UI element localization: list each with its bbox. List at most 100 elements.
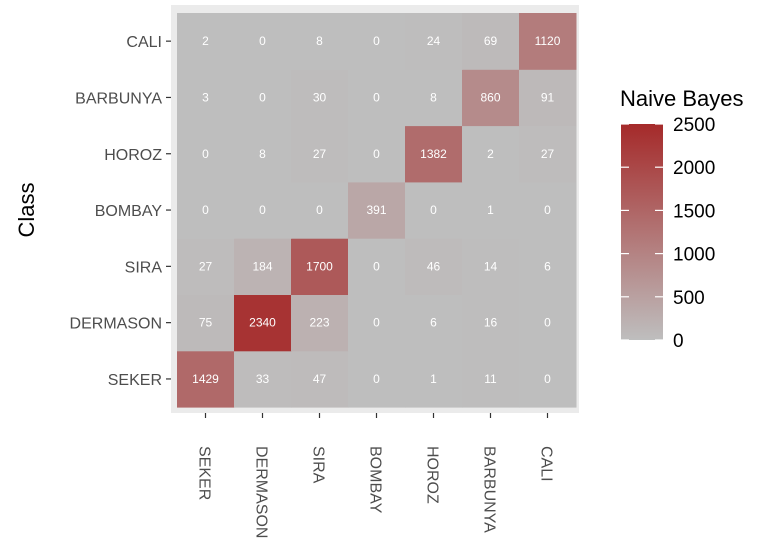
- cell-value-label: 0: [544, 372, 551, 386]
- cell-value-label: 6: [430, 316, 437, 330]
- cell-value-label: 33: [256, 372, 270, 386]
- cell-value-label: 0: [259, 34, 266, 48]
- cell-value-label: 2340: [249, 316, 276, 330]
- heatmap-cell: [234, 294, 292, 352]
- cell-value-label: 0: [373, 90, 380, 104]
- heatmap-cell: [348, 294, 406, 352]
- legend-tick-label: 0: [673, 331, 684, 352]
- heatmap-cell: [519, 294, 577, 352]
- x-tick-label: HOROZ: [424, 446, 441, 504]
- x-tick-label: DERMASON: [253, 446, 270, 538]
- y-tick-label: DERMASON: [70, 316, 162, 333]
- cell-value-label: 0: [259, 203, 266, 217]
- cell-value-label: 14: [484, 259, 498, 273]
- cell-value-label: 1: [430, 372, 437, 386]
- cell-value-label: 75: [199, 316, 213, 330]
- x-tick-label: SEKER: [196, 446, 213, 500]
- cell-value-label: 1700: [306, 259, 333, 273]
- legend-tick-label: 1000: [673, 245, 715, 266]
- heatmap-cell: [348, 181, 406, 239]
- y-tick-label: BARBUNYA: [75, 90, 162, 107]
- cell-value-label: 8: [259, 147, 266, 161]
- heatmap-cell: [462, 69, 520, 127]
- cell-value-label: 1382: [420, 147, 447, 161]
- heatmap-cell: [405, 238, 463, 295]
- cell-value-label: 860: [480, 90, 500, 104]
- cell-value-label: 27: [541, 147, 555, 161]
- cell-value-label: 11: [484, 372, 497, 386]
- x-axis: SEKER DERMASON SIRA BOMBAY HOROZ BARBUNYA CALI: [196, 413, 555, 538]
- cell-value-label: 8: [430, 90, 437, 104]
- heatmap-cell: [177, 350, 235, 408]
- cell-value-label: 0: [373, 147, 380, 161]
- cell-value-label: 0: [373, 259, 380, 273]
- cell-value-label: 69: [484, 34, 498, 48]
- heatmap-cell: [519, 125, 577, 183]
- heatmap-cell: [291, 238, 349, 295]
- heatmap-cell: [177, 125, 235, 183]
- cell-value-label: 0: [544, 203, 551, 217]
- heatmap-cell: [462, 13, 520, 70]
- cell-value-label: 0: [202, 203, 209, 217]
- heatmap-cell: [177, 294, 235, 352]
- heatmap-cell: [234, 13, 292, 70]
- heatmap-cell: [348, 125, 406, 183]
- cell-value-label: 1120: [535, 34, 561, 48]
- y-tick-label: BOMBAY: [95, 203, 163, 220]
- cell-value-label: 27: [199, 259, 213, 273]
- heatmap-cell: [519, 13, 577, 70]
- cell-value-label: 223: [309, 316, 329, 330]
- legend-title: Naive Bayes: [620, 86, 744, 111]
- heatmap-cell: [234, 69, 292, 127]
- cell-value-label: 391: [366, 203, 386, 217]
- cell-value-label: 30: [313, 90, 327, 104]
- heatmap-cell: [177, 238, 235, 295]
- x-tick-label: BARBUNYA: [481, 446, 498, 533]
- heatmap-cell: [177, 69, 235, 127]
- heatmap-cell: [519, 181, 577, 239]
- heatmap-cell: [519, 69, 577, 127]
- cell-value-label: 0: [316, 203, 323, 217]
- heatmap-cell: [291, 181, 349, 239]
- y-tick-label: CALI: [126, 34, 162, 51]
- cell-value-label: 0: [430, 203, 437, 217]
- heatmap-cell: [405, 13, 463, 70]
- cell-value-label: 0: [544, 316, 551, 330]
- cell-value-label: 2: [487, 147, 494, 161]
- cell-value-label: 0: [202, 147, 209, 161]
- cell-value-label: 6: [544, 259, 551, 273]
- y-tick-label: SIRA: [125, 259, 163, 276]
- cell-value-label: 24: [427, 34, 441, 48]
- heatmap-cell: [234, 125, 292, 183]
- y-axis-title: Class: [14, 183, 39, 238]
- heatmap-cell: [462, 350, 520, 408]
- cell-value-label: 16: [484, 316, 498, 330]
- x-tick-label: BOMBAY: [367, 446, 384, 514]
- legend-tick-label: 2500: [673, 115, 715, 136]
- legend: Naive Bayes 0 500 1000 1500 2000 2500: [620, 86, 744, 352]
- heatmap-cell: [519, 238, 577, 295]
- heatmap-cell: [462, 125, 520, 183]
- cell-value-label: 3: [202, 90, 209, 104]
- cell-value-label: 46: [427, 259, 441, 273]
- heatmap-cell: [405, 69, 463, 127]
- heatmap-cell: [405, 125, 463, 183]
- legend-tick-label: 2000: [673, 158, 715, 179]
- heatmap-cell: [348, 69, 406, 127]
- cell-value-label: 184: [252, 259, 272, 273]
- cell-value-label: 47: [313, 372, 327, 386]
- cell-value-label: 91: [541, 90, 555, 104]
- heatmap-cell: [519, 350, 577, 408]
- heatmap-cell: [177, 13, 235, 70]
- heatmap-cell: [462, 294, 520, 352]
- heatmap-cell: [291, 350, 349, 408]
- heatmap-cell: [291, 13, 349, 70]
- cell-value-label: 8: [316, 34, 323, 48]
- heatmap-cell: [234, 238, 292, 295]
- x-tick-label: CALI: [538, 446, 555, 482]
- legend-tick-label: 1500: [673, 201, 715, 222]
- cell-value-label: 27: [313, 147, 327, 161]
- legend-tick-label: 500: [673, 288, 705, 309]
